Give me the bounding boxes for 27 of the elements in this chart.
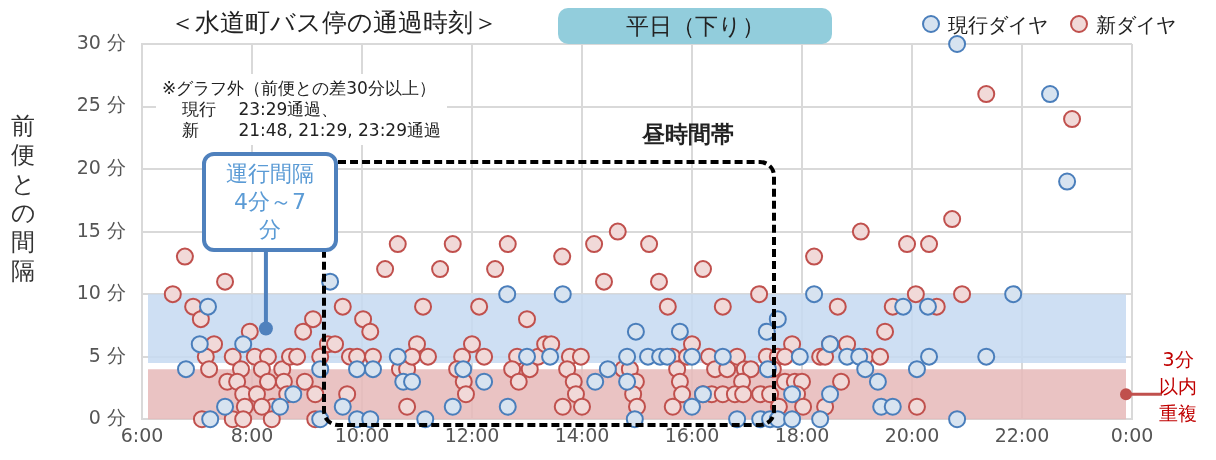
chart-subtitle: 平日（下り） (558, 8, 832, 44)
y-axis-title: 前便との間隔 (10, 112, 36, 286)
x-tick-label: 18:00 (774, 423, 830, 446)
y-tick-label: 20 分 (76, 156, 126, 178)
y-tick-label: 10 分 (76, 281, 126, 304)
x-tick-label: 12:00 (444, 423, 500, 446)
x-tick-label: 16:00 (664, 423, 720, 446)
y-tick-label: 25 分 (76, 93, 126, 116)
annotation: 現行 23:29通過、 (181, 99, 340, 120)
y-tick-label: 30 分 (76, 30, 126, 53)
chart-title: ＜水道町バス停の通過時刻＞ (170, 7, 498, 39)
y-tick-label: 15 分 (76, 218, 126, 241)
annotation: ※グラフ外（前便との差30分以上） (162, 78, 437, 99)
legend-label: 新ダイヤ (1095, 12, 1176, 39)
y-tick-label: 5 分 (88, 343, 126, 366)
x-tick-label: 14:00 (554, 423, 610, 446)
x-tick-label: 8:00 (230, 423, 274, 446)
annotation: 昼時間帯 (641, 120, 734, 150)
annotation: 新 21:48, 21:29, 23:29通過 (181, 120, 441, 141)
x-tick-label: 20:00 (884, 423, 940, 446)
x-tick-label: 10:00 (334, 423, 390, 446)
x-tick-label: 22:00 (994, 423, 1050, 446)
band-label: 運行間隔4分～7分 (202, 152, 338, 252)
x-tick-label: 0:00 (1110, 423, 1154, 446)
band-label: 3分以内重複 (1158, 347, 1198, 427)
legend-label: 現行ダイヤ (947, 12, 1048, 39)
y-tick-label: 0 分 (88, 406, 126, 429)
